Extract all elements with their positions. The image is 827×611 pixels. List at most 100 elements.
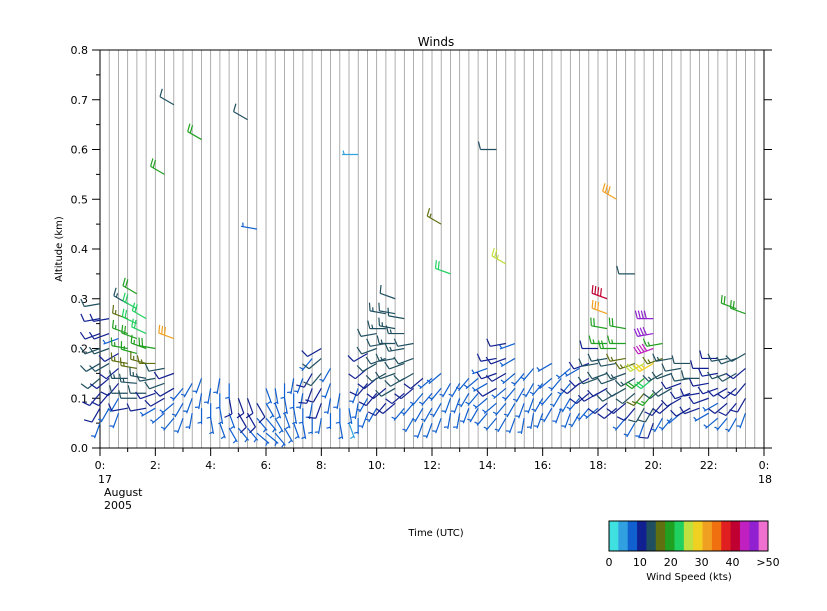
wind-barb [499, 357, 516, 367]
colorbar-swatch [646, 521, 657, 551]
y-axis: 0.00.10.20.30.40.50.60.70.8 [71, 44, 772, 455]
wind-barb [642, 338, 663, 347]
wind-barb [131, 318, 147, 335]
wind-barb [591, 285, 608, 300]
y-tick-label: 0.4 [71, 243, 89, 256]
wind-barb [651, 371, 673, 380]
wind-barb [241, 222, 257, 230]
wind-barb [353, 418, 359, 435]
wind-barb [417, 377, 433, 390]
wind-barb [289, 393, 295, 410]
wind-barb [411, 407, 424, 423]
wind-barb [455, 377, 470, 391]
wind-barb [502, 387, 516, 401]
wind-barb [110, 352, 128, 365]
wind-barb [282, 398, 288, 415]
wind-barb [727, 382, 746, 397]
wind-barb [88, 346, 110, 355]
wind-barb [192, 378, 203, 394]
wind-barb [296, 393, 304, 410]
wind-barb [669, 391, 691, 400]
wind-barb [349, 388, 359, 404]
wind-barb [174, 417, 184, 434]
wind-barb [233, 103, 248, 121]
wind-barb [356, 397, 369, 413]
wind-barb [375, 371, 396, 380]
wind-barb [365, 407, 378, 423]
wind-barb [491, 247, 507, 265]
wind-barb [283, 412, 291, 430]
wind-barb [348, 422, 356, 440]
wind-barb [725, 352, 746, 362]
wind-barb [307, 403, 322, 419]
wind-barb [98, 352, 119, 362]
wind-barb [119, 357, 137, 369]
wind-barb [274, 403, 282, 420]
colorbar-tick-label: 30 [695, 556, 709, 569]
wind-barb [552, 407, 562, 424]
wind-barb [463, 377, 479, 390]
wind-barb [679, 406, 700, 415]
wind-barb [296, 373, 313, 388]
wind-barb [651, 387, 673, 397]
wind-barb [615, 392, 636, 405]
x-tick-label: 14: [478, 459, 496, 472]
wind-barb [393, 338, 414, 347]
wind-barb [511, 372, 525, 387]
wind-barb [634, 310, 654, 320]
wind-barb [614, 361, 636, 370]
wind-barb [548, 377, 562, 391]
wind-barb [135, 391, 156, 400]
wind-barb [596, 376, 617, 385]
wind-barb [292, 408, 298, 425]
wind-barb [89, 377, 110, 390]
wind-barb [265, 388, 273, 405]
wind-barb [237, 427, 250, 443]
wind-barb [323, 398, 332, 415]
wind-barb [434, 260, 451, 275]
wind-barb [379, 285, 396, 300]
wind-barb [274, 432, 286, 448]
wind-barb [409, 392, 424, 406]
colorbar-swatch [674, 521, 685, 551]
wind-barb [448, 383, 461, 398]
wind-barb [256, 417, 268, 433]
wind-barb [605, 371, 626, 380]
wind-barb [450, 398, 461, 414]
wind-barb [153, 387, 175, 397]
x-tick-label: 0: [95, 459, 106, 472]
colorbar-swatch [702, 521, 713, 551]
wind-barb [135, 373, 156, 382]
wind-barb [187, 123, 202, 141]
wind-barb [144, 381, 165, 390]
wind-barb [587, 402, 608, 414]
wind-barb [714, 417, 728, 431]
wind-barb [305, 387, 322, 403]
wind-barb [225, 383, 230, 400]
wind-barb [204, 388, 212, 405]
wind-barb [608, 317, 626, 330]
wind-barb [299, 358, 313, 372]
wind-barb [99, 367, 119, 380]
y-tick-label: 0.5 [71, 193, 89, 206]
wind-barb [602, 183, 617, 200]
wind-barb [384, 377, 405, 387]
wind-barb [265, 402, 275, 419]
wind-barb [393, 372, 414, 382]
wind-barb [349, 382, 368, 397]
wind-barb [477, 141, 497, 151]
wind-barb [305, 403, 313, 420]
wind-barb [575, 407, 590, 421]
wind-barb [301, 423, 307, 440]
wind-barb [303, 372, 322, 387]
wind-barb [420, 407, 433, 423]
wind-barb [633, 362, 654, 372]
wind-barb [651, 417, 663, 433]
wind-barb [671, 355, 691, 365]
wind-barb [83, 407, 101, 423]
wind-barb [121, 324, 138, 340]
wind-barb [385, 325, 405, 335]
y-tick-label: 0.3 [71, 293, 89, 306]
colorbar-tick-label: 40 [725, 556, 739, 569]
